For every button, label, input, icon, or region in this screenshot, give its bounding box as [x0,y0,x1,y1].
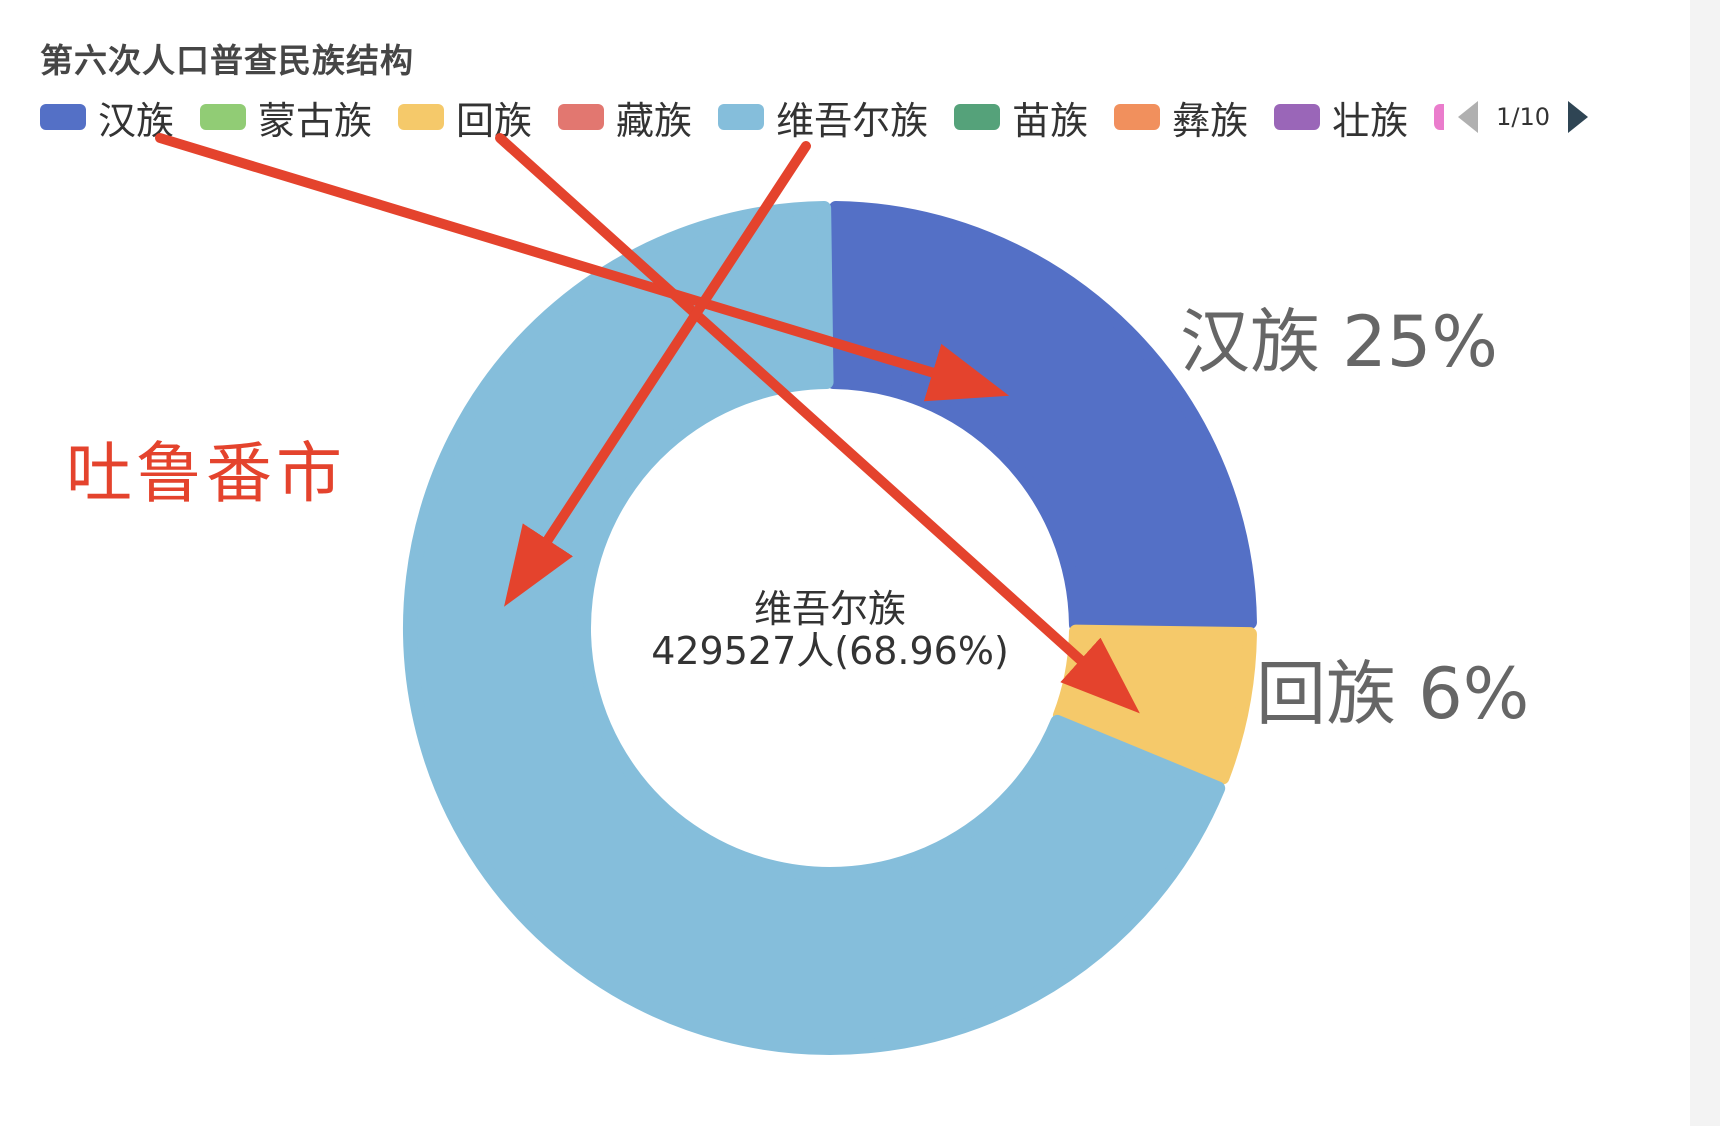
center-label-value: 429527人(68.96%) [651,629,1009,673]
legend: 汉族 蒙古族 回族 藏族 维吾尔族 苗族 彝族 壮族 1/10 [40,90,1589,145]
annotation-arrow-uyghur [504,141,811,607]
legend-item-hui[interactable]: 回族 [398,90,532,145]
pager-text: 1/10 [1496,103,1551,131]
legend-label: 苗族 [1012,98,1089,143]
scrollbar-strip [1690,0,1720,1126]
legend-swatch [398,104,445,130]
legend-swatch [1274,104,1321,130]
donut-slice-2[interactable] [403,201,1226,1055]
legend-swatch [1434,104,1445,130]
legend-swatch [718,104,765,130]
annotation-arrow-hui [495,133,1140,714]
legend-swatch [954,104,1001,130]
legend-label: 回族 [456,98,533,143]
slice-label-hui: 回族 6% [1256,653,1529,735]
chart-title: 第六次人口普查民族结构 [40,41,414,80]
legend-item-zhuang[interactable]: 壮族 [1274,90,1408,145]
legend-swatch [558,104,605,130]
pager-next-icon[interactable] [1568,101,1589,133]
legend-label: 藏族 [616,98,693,143]
legend-label: 蒙古族 [258,98,373,143]
annotation-city-label: 吐鲁番市 [66,435,346,512]
legend-item-clipped[interactable] [1434,104,1445,130]
slice-label-han: 汉族 25% [1180,301,1498,383]
legend-label: 彝族 [1172,98,1249,143]
legend-pager: 1/10 [1458,101,1589,133]
annotation-arrow-han [155,133,1010,402]
legend-item-miao[interactable]: 苗族 [954,90,1088,145]
legend-item-uyghur[interactable]: 维吾尔族 [718,90,928,145]
legend-label: 维吾尔族 [776,98,929,143]
legend-label: 壮族 [1332,98,1409,143]
donut-slice-0[interactable] [826,201,1257,632]
legend-item-tibetan[interactable]: 藏族 [558,90,692,145]
center-label-name: 维吾尔族 [754,587,906,631]
legend-swatch [1114,104,1161,130]
legend-item-mongol[interactable]: 蒙古族 [200,90,372,145]
legend-item-yi[interactable]: 彝族 [1114,90,1248,145]
pager-prev-icon[interactable] [1458,101,1479,133]
legend-swatch [200,104,247,130]
legend-swatch [40,104,86,130]
